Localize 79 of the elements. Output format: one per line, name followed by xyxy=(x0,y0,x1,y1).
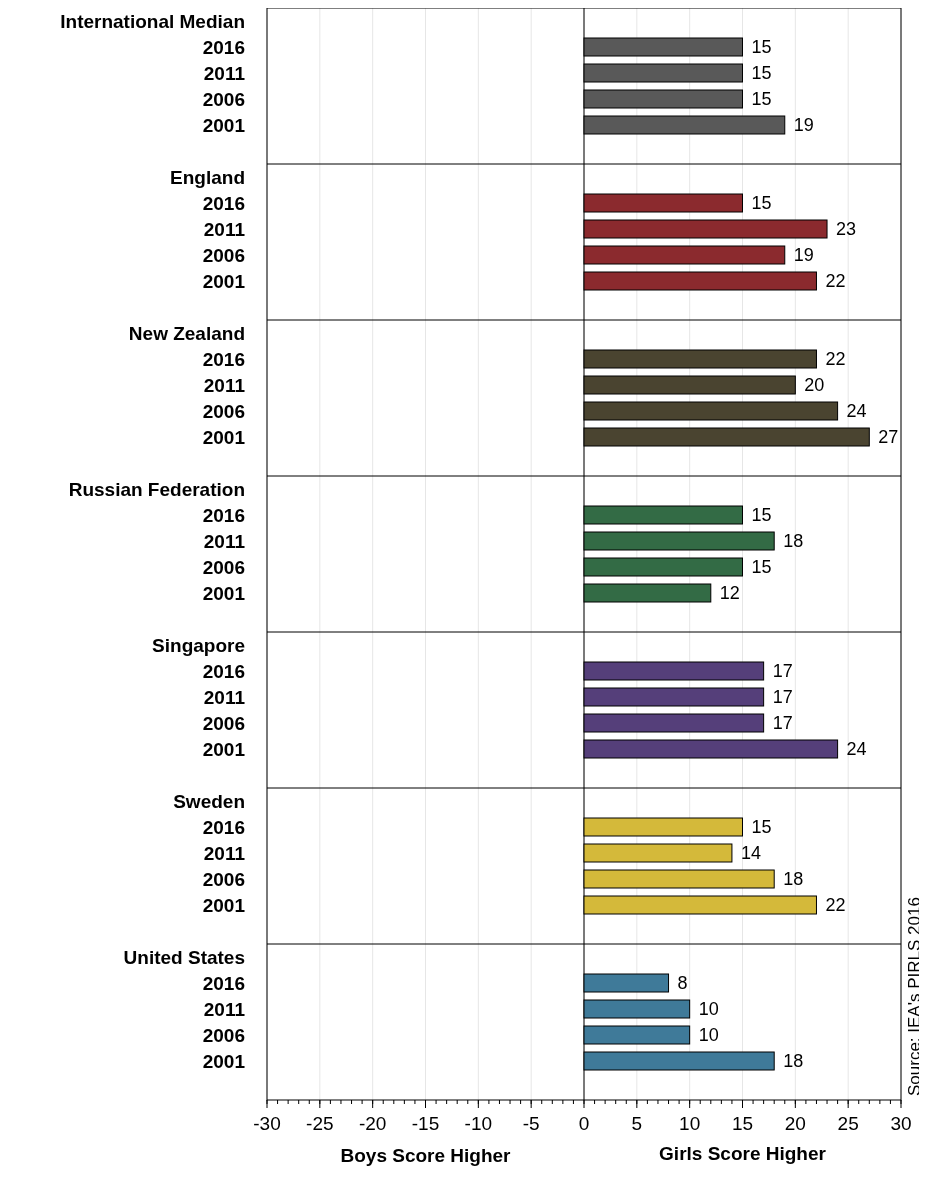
y-tick-label: Sweden xyxy=(173,790,245,812)
data-label: 8 xyxy=(677,973,688,993)
data-label: 22 xyxy=(825,271,846,291)
y-tick-label: International Median xyxy=(60,10,245,32)
y-tick-label: 2001 xyxy=(202,114,246,136)
data-label: 27 xyxy=(878,427,899,447)
y-tick-label: 2006 xyxy=(202,712,245,734)
data-label: 15 xyxy=(751,817,772,837)
y-tick-label: Russian Federation xyxy=(68,478,245,500)
data-label: 19 xyxy=(793,245,814,265)
x-tick-label: 15 xyxy=(731,1113,754,1134)
x-tick-label: 20 xyxy=(784,1113,806,1134)
data-label: 18 xyxy=(783,531,804,551)
y-tick-label: 2001 xyxy=(202,582,246,604)
text: Girls Score Higher xyxy=(659,1143,827,1164)
y-tick-label: 2011 xyxy=(203,842,246,864)
data-label: 15 xyxy=(751,63,772,83)
y-tick-label: 2011 xyxy=(203,218,246,240)
y-tick-label: 2006 xyxy=(202,400,245,422)
y-tick-label: 2016 xyxy=(202,192,245,214)
y-tick-label: 2016 xyxy=(202,972,245,994)
data-label: 15 xyxy=(751,89,772,109)
y-tick-label: 2001 xyxy=(202,426,246,448)
y-tick-label: 2016 xyxy=(202,816,245,838)
data-label: 15 xyxy=(751,505,772,525)
data-label: 14 xyxy=(740,843,761,863)
y-tick-label: 2006 xyxy=(202,1024,245,1046)
y-tick-label: 2001 xyxy=(202,738,246,760)
x-tick-label: 10 xyxy=(679,1113,701,1134)
data-label: 22 xyxy=(825,895,846,915)
data-label: 18 xyxy=(783,1051,804,1071)
y-tick-label: 2006 xyxy=(202,556,245,578)
y-tick-label: 2001 xyxy=(202,270,246,292)
data-label: 24 xyxy=(846,401,867,421)
y-tick-label: New Zealand xyxy=(128,322,245,344)
data-label: 17 xyxy=(772,661,793,681)
x-tick-label: -30 xyxy=(253,1113,281,1134)
text: Boys Score Higher xyxy=(340,1145,512,1166)
data-label: 12 xyxy=(719,583,740,603)
x-tick-label: -20 xyxy=(358,1113,387,1134)
data-label: 24 xyxy=(846,739,867,759)
x-tick-label: 25 xyxy=(837,1113,859,1134)
x-tick-label: -5 xyxy=(522,1113,540,1134)
x-tick-label: 30 xyxy=(890,1113,912,1134)
y-tick-label: 2011 xyxy=(203,998,246,1020)
x-tick-label: -10 xyxy=(464,1113,493,1134)
data-label: 22 xyxy=(825,349,846,369)
data-label: 15 xyxy=(751,193,772,213)
y-tick-label: 2011 xyxy=(203,530,246,552)
data-label: 17 xyxy=(772,687,793,707)
y-tick-label: 2011 xyxy=(203,374,246,396)
y-tick-label: 2006 xyxy=(202,88,245,110)
x-tick-label: -15 xyxy=(411,1113,440,1134)
y-tick-label: 2016 xyxy=(202,36,245,58)
y-tick-label: 2016 xyxy=(202,348,245,370)
x-tick-label: -25 xyxy=(306,1113,334,1134)
data-label: 17 xyxy=(772,713,793,733)
y-tick-label: 2016 xyxy=(202,660,245,682)
data-label: 10 xyxy=(698,1025,719,1045)
data-label: 19 xyxy=(793,115,814,135)
source-note: Source: IEA's PIRLS 2016 xyxy=(904,897,924,1096)
y-tick-label: England xyxy=(170,166,245,188)
data-label: 18 xyxy=(783,869,804,889)
y-tick-label: 2011 xyxy=(203,686,246,708)
y-tick-label: 2006 xyxy=(202,244,245,266)
y-tick-label: 2001 xyxy=(202,894,246,916)
y-tick-label: 2001 xyxy=(202,1050,246,1072)
y-tick-label: 2006 xyxy=(202,868,245,890)
x-tick-label: 0 xyxy=(578,1113,590,1134)
data-label: 20 xyxy=(804,375,825,395)
y-tick-label: United States xyxy=(123,946,245,968)
data-label: 15 xyxy=(751,557,772,577)
y-tick-label: 2011 xyxy=(203,62,246,84)
y-tick-label: Singapore xyxy=(152,634,245,656)
data-label: 15 xyxy=(751,37,772,57)
x-tick-label: 5 xyxy=(631,1113,643,1134)
data-label: 10 xyxy=(698,999,719,1019)
data-label: 23 xyxy=(836,219,857,239)
y-tick-label: 2016 xyxy=(202,504,245,526)
